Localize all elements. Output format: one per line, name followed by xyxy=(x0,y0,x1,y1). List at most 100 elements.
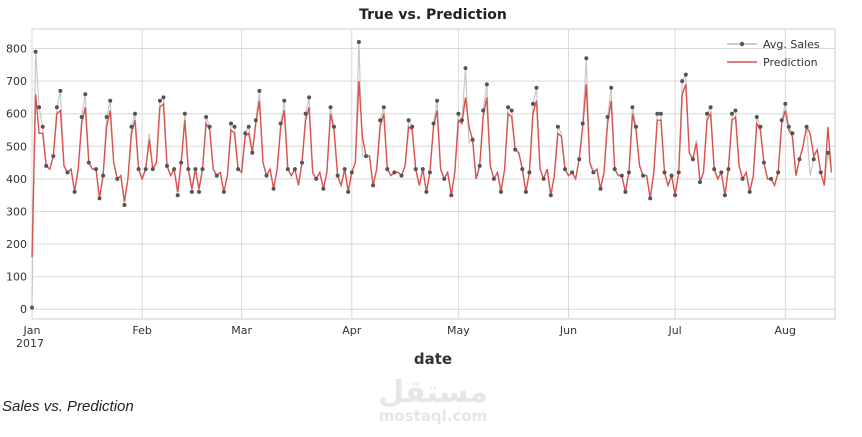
data-point xyxy=(65,170,70,175)
data-point xyxy=(541,176,546,181)
data-point xyxy=(605,115,610,119)
data-point xyxy=(250,150,255,155)
data-point xyxy=(264,173,269,178)
data-point xyxy=(776,170,781,175)
data-point xyxy=(342,167,347,172)
data-point xyxy=(200,167,205,172)
data-point xyxy=(698,180,702,185)
data-point xyxy=(626,170,631,175)
data-point xyxy=(292,167,297,172)
data-point xyxy=(300,160,304,165)
data-point xyxy=(506,105,511,110)
data-point xyxy=(143,167,148,172)
y-tick-label: 600 xyxy=(6,108,27,121)
watermark-arabic: مستقل xyxy=(378,375,488,410)
data-point xyxy=(463,66,468,71)
data-point xyxy=(413,167,418,172)
y-tick-label: 0 xyxy=(20,303,27,316)
data-point xyxy=(108,98,113,103)
data-point xyxy=(246,124,251,129)
data-point xyxy=(484,82,489,87)
data-point xyxy=(563,167,567,172)
data-point xyxy=(424,189,429,194)
data-point xyxy=(570,170,575,175)
data-point xyxy=(648,196,653,201)
data-point xyxy=(214,173,219,178)
data-point xyxy=(708,105,713,110)
data-point xyxy=(722,193,727,198)
data-point xyxy=(634,124,638,129)
data-point xyxy=(786,124,791,129)
data-point xyxy=(349,170,354,175)
data-point xyxy=(580,121,585,126)
data-point xyxy=(641,173,646,178)
data-point xyxy=(243,131,248,136)
data-point xyxy=(179,160,184,165)
data-point xyxy=(282,98,287,103)
data-point xyxy=(207,124,212,129)
data-point xyxy=(733,108,738,113)
data-point xyxy=(328,105,333,110)
x-tick-label: Apr xyxy=(342,324,362,337)
data-point xyxy=(623,189,628,194)
data-point xyxy=(680,79,685,84)
data-point xyxy=(730,111,734,116)
y-tick-label: 700 xyxy=(6,75,27,88)
legend-label-prediction: Prediction xyxy=(763,56,818,69)
data-point xyxy=(619,173,624,178)
data-point xyxy=(72,189,77,194)
data-point xyxy=(37,105,42,110)
data-point xyxy=(253,118,258,123)
data-point xyxy=(658,111,663,116)
y-tick-label: 200 xyxy=(6,238,27,251)
legend: Avg. Sales Prediction xyxy=(727,38,820,69)
data-point xyxy=(442,176,447,181)
data-point xyxy=(30,305,34,310)
chart: True vs. Prediction 0 100 200 300 400 500 600 7… xyxy=(6,7,836,368)
y-tick-label: 800 xyxy=(6,43,27,56)
data-point xyxy=(470,137,475,142)
data-point xyxy=(122,203,127,207)
data-point xyxy=(481,108,486,113)
data-point xyxy=(555,124,560,129)
data-point xyxy=(175,193,180,198)
data-point xyxy=(197,189,201,194)
data-point xyxy=(779,118,784,123)
data-point xyxy=(548,193,553,198)
data-point xyxy=(83,92,88,97)
plot-area xyxy=(31,28,836,320)
data-point xyxy=(346,189,351,194)
data-point xyxy=(783,101,788,106)
data-point xyxy=(54,105,59,110)
x-tick-label: Jun xyxy=(559,324,577,337)
data-point xyxy=(410,124,415,129)
y-tick-label: 100 xyxy=(6,271,27,284)
data-point xyxy=(399,173,404,178)
chart-title: True vs. Prediction xyxy=(359,7,507,23)
data-point xyxy=(94,167,98,172)
data-point xyxy=(676,170,681,175)
data-point xyxy=(797,157,802,162)
data-point xyxy=(509,108,514,113)
data-point xyxy=(523,189,528,194)
data-point xyxy=(150,167,155,172)
data-point xyxy=(431,121,436,126)
data-point xyxy=(136,167,141,172)
data-point xyxy=(97,196,102,201)
data-point xyxy=(527,170,532,175)
series-line-prediction xyxy=(31,81,833,258)
data-point xyxy=(761,160,766,165)
data-point xyxy=(673,193,678,198)
x-axis-label: date xyxy=(414,350,452,368)
x-tick-label: May xyxy=(447,324,470,337)
data-point xyxy=(186,167,191,172)
data-point xyxy=(427,170,432,175)
data-point xyxy=(811,157,816,162)
data-point xyxy=(221,189,226,194)
data-point xyxy=(705,111,710,116)
data-point xyxy=(157,98,162,103)
data-point xyxy=(435,98,440,103)
data-point xyxy=(655,111,660,116)
data-point xyxy=(459,118,464,123)
